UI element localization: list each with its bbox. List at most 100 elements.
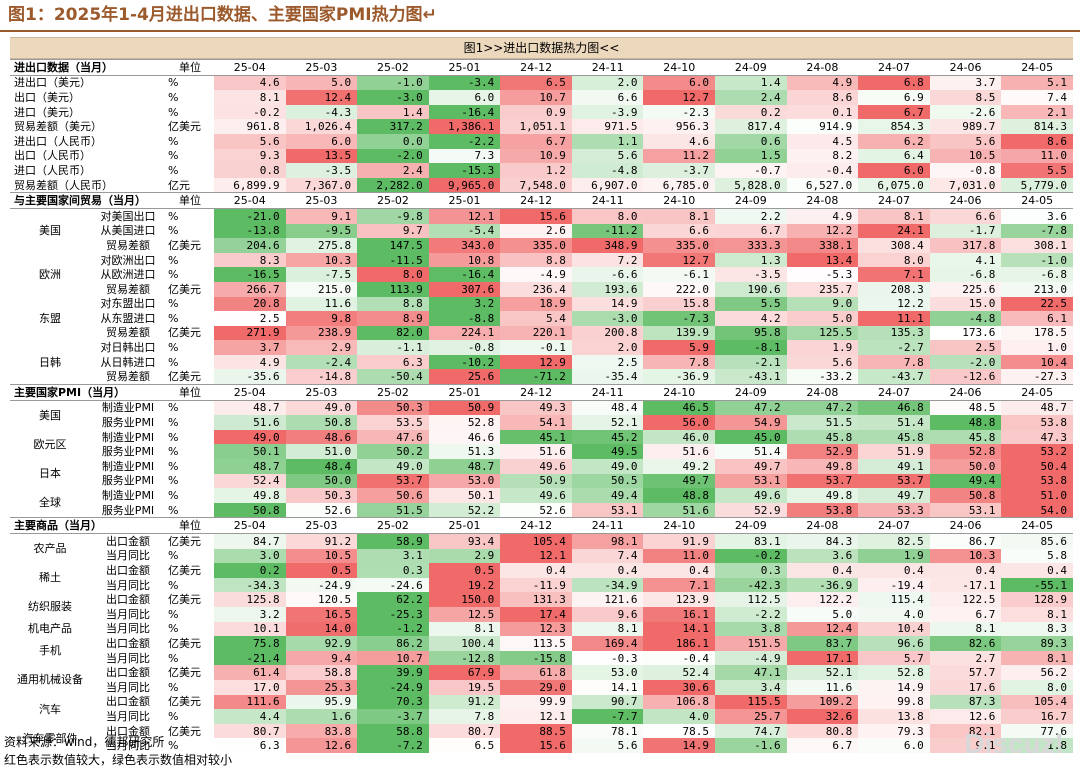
month-column-header: 24-08 xyxy=(786,59,859,76)
row-unit: % xyxy=(168,503,179,517)
heatmap-cell: 220.1 xyxy=(500,325,572,341)
heatmap-cell: -4.8 xyxy=(571,163,644,178)
heatmap-cell: 50.9 xyxy=(500,473,572,489)
heatmap-cell: 53.8 xyxy=(786,502,859,518)
heatmap-cell: -5.4 xyxy=(428,223,501,239)
heatmap-cell: -9.5 xyxy=(285,223,358,239)
heatmap-cell: 9.1 xyxy=(285,208,358,224)
row-unit: % xyxy=(168,739,179,753)
heatmap-cell: 48.8 xyxy=(643,488,716,503)
row-group-label: 全球 xyxy=(39,496,61,510)
heatmap-cell: 10.1 xyxy=(214,621,286,637)
heatmap-cell: -2.3 xyxy=(643,104,716,120)
row-unit: 亿美元 xyxy=(168,563,201,577)
heatmap-cell: 51.9 xyxy=(858,444,930,460)
heatmap-cell: 6,785.0 xyxy=(643,177,716,193)
heatmap-cell: 4.9 xyxy=(786,208,859,224)
heatmap-cell: 2.5 xyxy=(929,340,1002,355)
heatmap-cell: 49.5 xyxy=(571,444,644,460)
heatmap-cell: 14.9 xyxy=(858,679,930,695)
heatmap-cell: 52.8 xyxy=(858,665,930,680)
heatmap-cell: -3.0 xyxy=(357,90,429,105)
heatmap-cell: -19.4 xyxy=(858,577,930,593)
month-column-header: 25-01 xyxy=(428,517,501,534)
row-label: 出口金额 xyxy=(106,534,150,548)
heatmap-cell: 4.9 xyxy=(786,75,859,91)
heatmap-cell: 6.0 xyxy=(858,738,930,753)
heatmap-cell: 0.1 xyxy=(786,104,859,120)
month-column-header: 25-02 xyxy=(357,517,429,534)
heatmap-cell: 53.7 xyxy=(858,473,930,489)
row-label: 出口（美元） xyxy=(14,90,80,104)
heatmap-cell: 4.6 xyxy=(643,133,716,149)
heatmap-cell: 5.9 xyxy=(643,340,716,355)
heatmap-cell: 1.2 xyxy=(500,163,572,178)
table-row: 贸易差额（人民币） 亿元 6,899.9 7,367.0 2,282.0 9,965.0 7… xyxy=(10,177,1073,193)
heatmap-cell: 0.3 xyxy=(715,563,787,578)
heatmap-cell: 9.4 xyxy=(285,650,358,666)
month-column-header: 25-04 xyxy=(214,384,286,401)
heatmap-cell: 7.4 xyxy=(571,548,644,564)
heatmap-cell: 8.8 xyxy=(357,296,429,312)
section-title: 主要国家PMI（当月） xyxy=(10,384,166,401)
month-column-header: 25-03 xyxy=(285,517,358,534)
month-column-header: 24-06 xyxy=(929,59,1002,76)
heatmap-cell: 78.5 xyxy=(643,723,716,739)
heatmap-cell: 8.3 xyxy=(214,252,286,268)
row-unit: % xyxy=(168,297,179,311)
heatmap-cell: -16.4 xyxy=(428,104,501,120)
row-group-label: 欧洲 xyxy=(39,268,61,282)
heatmap-cell: -2.2 xyxy=(428,133,501,149)
row-label: 对欧洲出口 xyxy=(100,253,156,267)
heatmap-cell: 52.1 xyxy=(786,665,859,680)
heatmap-cell: -6.6 xyxy=(571,267,644,282)
heatmap-cell: -24.6 xyxy=(357,577,429,593)
heatmap-cell: 84.7 xyxy=(214,533,286,549)
heatmap-cell: 2.5 xyxy=(214,311,286,326)
table-row: 东盟 对东盟出口% 20.8 11.6 8.8 3.2 18.9 14.9 15.8 5.5 9.0… xyxy=(10,296,1073,325)
heatmap-cell: 82.6 xyxy=(929,636,1002,651)
row-label: 贸易差额 xyxy=(106,238,150,252)
table-row: 从东盟进口% 2.5 9.8 8.9 -8.8 5.4 -3.0 -7.3 4.2 5.0 11.1… xyxy=(10,311,1073,326)
heatmap-cell: -36.9 xyxy=(786,577,859,593)
heatmap-cell: 2.9 xyxy=(428,548,501,564)
unit-column-header: 单位 xyxy=(166,517,214,534)
heatmap-cell: 3.6 xyxy=(1001,208,1073,224)
heatmap-cell: 48.6 xyxy=(285,429,358,445)
heatmap-cell: 49.6 xyxy=(500,488,572,503)
month-column-header: 24-06 xyxy=(929,384,1002,401)
month-column-header: 25-04 xyxy=(214,59,286,76)
heatmap-cell: 8.1 xyxy=(643,208,716,224)
row-label: 服务业PMI xyxy=(101,416,155,430)
heatmap-cell: 53.2 xyxy=(1001,444,1073,460)
month-column-header: 24-10 xyxy=(643,192,716,209)
month-column-header: 24-09 xyxy=(715,59,787,76)
heatmap-cell: 5,828.0 xyxy=(715,177,787,193)
heatmap-cell: 82.1 xyxy=(929,723,1002,739)
heatmap-cell: 17.4 xyxy=(500,606,572,622)
heatmap-cell: 50.8 xyxy=(285,415,358,430)
heatmap-cell: 7,548.0 xyxy=(500,177,572,193)
heatmap-cell: 335.0 xyxy=(643,238,716,253)
row-group-label: 日韩 xyxy=(39,355,61,369)
heatmap-cell: 49.4 xyxy=(571,488,644,503)
heatmap-cell: -3.5 xyxy=(715,267,787,282)
section-header-row: 与主要国家间贸易（当月） 单位 25-04 25-03 25-02 25-01 24-12 2… xyxy=(10,192,1073,209)
heatmap-cell: 53.8 xyxy=(1001,473,1073,489)
heatmap-cell: 106.8 xyxy=(643,694,716,710)
heatmap-cell: 2.4 xyxy=(715,90,787,105)
row-unit: % xyxy=(168,253,179,267)
heatmap-cell: 6.0 xyxy=(643,75,716,91)
heatmap-cell: 49.0 xyxy=(571,459,644,474)
figure-title: 图1：2025年1-4月进出口数据、主要国家PMI热力图↵ xyxy=(8,5,437,25)
row-unit: % xyxy=(168,578,179,592)
table-row: 当月同比% 4.4 1.6 -3.7 7.8 12.1 -7.7 4.0 25.7 32.6 13.… xyxy=(10,709,1073,724)
month-column-header: 24-11 xyxy=(571,384,644,401)
heatmap-cell: 971.5 xyxy=(571,119,644,134)
heatmap-cell: 19.5 xyxy=(428,679,501,695)
row-group-label: 日本 xyxy=(39,467,61,481)
heatmap-cell: 50.2 xyxy=(357,444,429,460)
heatmap-cell: 238.9 xyxy=(285,325,358,341)
heatmap-cell: 7.8 xyxy=(428,709,501,724)
heatmap-cell: 83.7 xyxy=(786,636,859,651)
